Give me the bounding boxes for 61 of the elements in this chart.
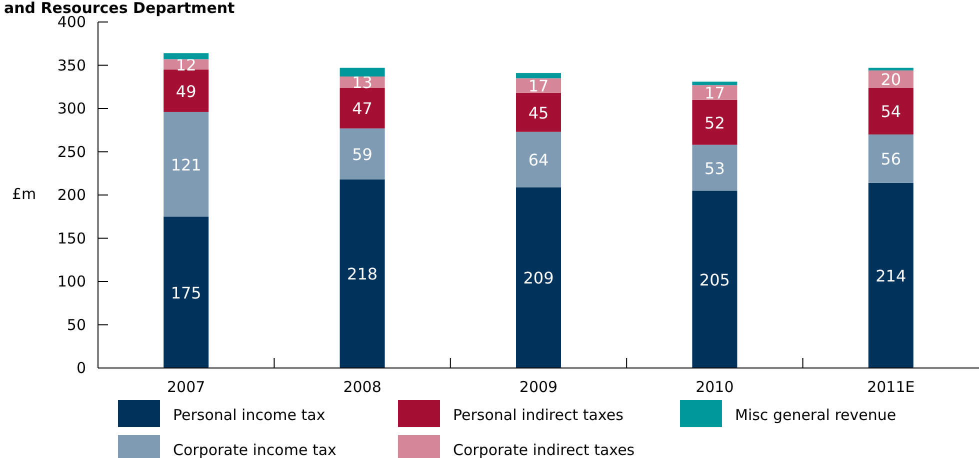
bar [516, 187, 561, 368]
data-label: 214 [876, 266, 906, 286]
data-label: 12 [176, 55, 196, 74]
bar [516, 78, 561, 93]
data-label: 17 [704, 83, 725, 102]
data-label: 47 [352, 99, 372, 118]
legend-label: Corporate indirect taxes [453, 441, 635, 458]
y-tick-label: 200 [57, 186, 86, 204]
bar [692, 85, 738, 100]
bar [340, 128, 385, 180]
bar [340, 88, 385, 128]
bar [692, 144, 738, 191]
bar [516, 73, 561, 78]
y-tick-label: 100 [57, 272, 86, 290]
x-tick-label: 2011E [867, 378, 915, 396]
bar [692, 82, 738, 86]
bar [340, 68, 385, 76]
x-tick-label: 2007 [167, 378, 206, 396]
x-tick-label: 2009 [519, 378, 558, 396]
legend-label: Corporate income tax [173, 441, 337, 458]
bar [692, 100, 738, 145]
data-label: 64 [528, 150, 549, 170]
data-label: 49 [176, 82, 196, 101]
y-tick-label: 350 [57, 56, 86, 74]
data-label: 56 [880, 150, 902, 169]
legend-label: Personal income tax [173, 406, 326, 424]
data-label: 121 [170, 155, 202, 174]
data-label: 45 [528, 103, 549, 122]
data-label: 54 [880, 102, 902, 122]
bar [164, 53, 209, 60]
x-tick-label: 2008 [343, 378, 382, 396]
data-label: 52 [704, 113, 725, 132]
data-label: 17 [528, 76, 549, 96]
data-label: 218 [347, 264, 378, 284]
y-tick-label: 150 [57, 229, 86, 248]
data-label: 13 [352, 73, 372, 92]
y-tick-label: 250 [57, 142, 86, 161]
legend-label: Personal indirect taxes [453, 406, 624, 424]
x-tick-label: 2010 [696, 378, 734, 396]
bar [164, 112, 209, 217]
data-label: 59 [352, 144, 372, 164]
data-label: 20 [880, 70, 902, 90]
y-tick-label: 50 [66, 316, 86, 334]
bar [868, 88, 914, 134]
y-axis-title: £m [12, 185, 36, 203]
y-tick-label: 300 [57, 100, 86, 118]
bar [692, 190, 738, 368]
legend-label: Misc general revenue [735, 406, 896, 424]
bar [164, 216, 209, 368]
bar [516, 132, 561, 188]
data-label: 175 [170, 283, 202, 302]
bar [164, 70, 209, 112]
bar [340, 179, 385, 368]
bar [868, 134, 914, 183]
data-label: 53 [704, 158, 725, 178]
bar [516, 92, 561, 132]
data-label: 205 [699, 270, 730, 290]
data-label: 209 [523, 268, 554, 288]
bar [868, 182, 914, 368]
y-tick-label: 0 [76, 359, 86, 377]
bar [868, 68, 914, 70]
